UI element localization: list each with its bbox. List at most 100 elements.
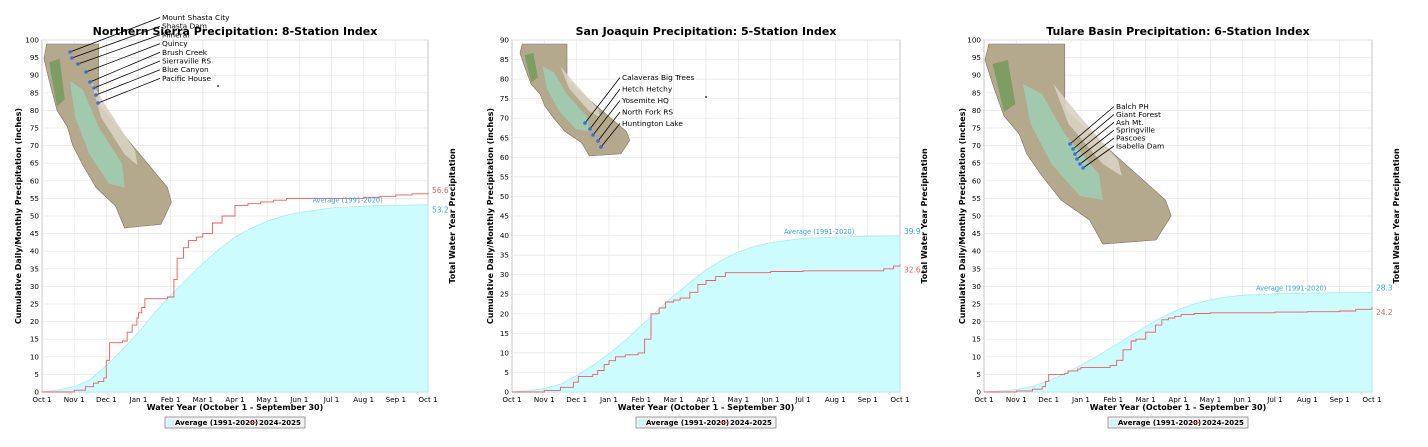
y-tick-label: 95	[972, 53, 981, 62]
station-leader	[1076, 129, 1115, 160]
legend-average-swatch	[1110, 419, 1117, 426]
x-tick-label: Mar 1	[1135, 395, 1155, 404]
station-marker	[1068, 142, 1072, 146]
x-tick-label: May 1	[1199, 395, 1221, 404]
x-tick-label: Oct 1	[502, 395, 521, 404]
station-label: Brush Creek	[162, 48, 208, 57]
station-leader	[77, 34, 161, 65]
station-label: Mount Shasta City	[162, 13, 230, 22]
station-leader	[85, 43, 161, 73]
x-tick-label: Oct 1	[418, 395, 437, 404]
station-leader	[1069, 106, 1115, 145]
y-tick-label: 25	[30, 300, 39, 309]
station-leader	[69, 17, 161, 53]
central-valley	[1023, 84, 1103, 200]
x-tick-label: May 1	[727, 395, 749, 404]
x-tick-label: Sep 1	[857, 395, 877, 404]
station-marker	[1081, 166, 1085, 170]
y-tick-label: 45	[972, 229, 981, 238]
y-tick-label: 15	[500, 329, 509, 338]
y-tick-label: 15	[972, 335, 981, 344]
x-tick-label: Aug 1	[353, 395, 374, 404]
station-leader	[95, 69, 161, 96]
x-axis-label: Water Year (October 1 - September 30)	[147, 403, 324, 412]
station-leader	[592, 100, 621, 136]
station-leader	[600, 123, 621, 148]
current-end-value: 24.2	[1376, 308, 1393, 317]
coastal-range	[49, 58, 65, 107]
legend-average-swatch	[638, 419, 645, 426]
x-tick-label: Sep 1	[1329, 395, 1349, 404]
chart-panel-3: Tulare Basin Precipitation: 6-Station In…	[958, 25, 1401, 429]
station-label: Quincy	[162, 39, 188, 48]
x-tick-label: Nov 1	[64, 395, 85, 404]
station-leader	[1074, 121, 1115, 155]
y-tick-label: 85	[30, 88, 39, 97]
y-tick-label: 90	[500, 36, 510, 45]
station-label: Shasta Dam	[162, 22, 207, 31]
station-label: Pacific House	[162, 74, 211, 83]
y-tick-label: 90	[972, 71, 982, 80]
y-tick-label: 10	[30, 352, 40, 361]
stray-dot	[217, 85, 219, 87]
y-axis-label-left: Cumulative Daily/Monthly Precipitation (…	[14, 108, 23, 324]
sierra-range	[90, 80, 138, 166]
average-area	[511, 235, 901, 393]
y-tick-label: 65	[30, 159, 39, 168]
y-tick-label: 85	[972, 88, 981, 97]
y-tick-label: 55	[972, 194, 981, 203]
y-tick-label: 55	[30, 194, 39, 203]
station-marker	[588, 127, 592, 131]
y-tick-label: 45	[500, 212, 509, 221]
average-inline-label: Average (1991-2020)	[1256, 284, 1326, 292]
y-tick-label: 35	[500, 251, 509, 260]
y-tick-label: 50	[30, 212, 40, 221]
x-tick-label: Mar 1	[193, 395, 213, 404]
station-label: Sierraville RS	[162, 57, 211, 66]
average-area	[41, 204, 429, 393]
current-end-value: 32.6	[904, 265, 921, 274]
y-tick-label: 20	[500, 309, 510, 318]
x-tick-label: Jun 1	[1233, 395, 1252, 404]
y-tick-label: 100	[967, 36, 981, 45]
station-label: Mineral	[162, 30, 189, 39]
station-label: Springville	[1116, 126, 1155, 135]
y-tick-label: 65	[972, 159, 981, 168]
central-valley	[70, 80, 125, 188]
y-tick-label: 40	[30, 247, 40, 256]
station-leader	[1072, 114, 1115, 150]
y-tick-label: 75	[30, 124, 39, 133]
y-tick-label: 20	[30, 317, 40, 326]
station-leader	[597, 111, 621, 142]
station-marker	[68, 50, 72, 54]
x-tick-label: Aug 1	[1297, 395, 1318, 404]
x-tick-label: Oct 1	[32, 395, 51, 404]
x-tick-label: Aug 1	[825, 395, 846, 404]
chart-panel-1: Northern Sierra Precipitation: 8-Station…	[14, 13, 457, 429]
chart-panel-2: San Joaquin Precipitation: 5-Station Ind…	[486, 25, 929, 429]
station-marker	[599, 145, 603, 149]
y-tick-label: 60	[500, 153, 510, 162]
x-tick-label: Apr 1	[225, 395, 244, 404]
station-leader	[89, 51, 161, 83]
legend: Average (1991-2020) 2024-2025	[164, 416, 306, 429]
y-axis-label-right: Total Water Year Precipitation	[920, 148, 929, 284]
x-tick-label: Dec 1	[566, 395, 587, 404]
y-tick-label: 10	[500, 348, 510, 357]
current-year-line	[42, 192, 429, 393]
x-tick-label: Feb 1	[632, 395, 652, 404]
station-marker	[583, 121, 587, 125]
y-tick-label: 50	[972, 212, 982, 221]
y-tick-label: 50	[500, 192, 510, 201]
station-leader	[1079, 137, 1115, 165]
legend-box	[164, 416, 306, 429]
x-tick-label: Feb 1	[161, 395, 181, 404]
chart-title: Tulare Basin Precipitation: 6-Station In…	[1046, 25, 1309, 38]
station-marker	[96, 101, 100, 105]
x-tick-label: Nov 1	[1006, 395, 1027, 404]
x-tick-label: Jan 1	[1071, 395, 1090, 404]
y-tick-label: 30	[30, 282, 40, 291]
x-tick-label: Oct 1	[890, 395, 909, 404]
